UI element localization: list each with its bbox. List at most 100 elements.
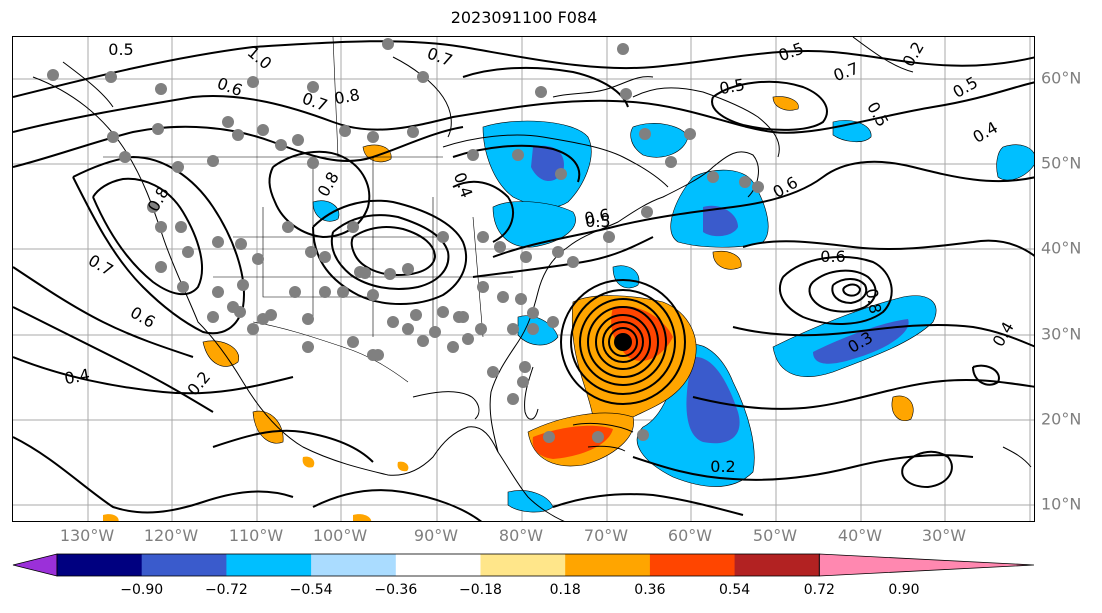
lat-label-10n: 10°N <box>1041 494 1082 514</box>
station-marker <box>302 341 314 353</box>
station-marker <box>407 126 419 138</box>
lon-label-30w: 30°W <box>921 526 967 545</box>
lon-label-70w: 70°W <box>583 526 629 545</box>
station-marker <box>232 129 244 141</box>
station-marker <box>107 131 119 143</box>
lon-label-90w: 90°W <box>413 526 459 545</box>
station-marker <box>507 323 519 335</box>
lon-label-40w: 40°W <box>837 526 883 545</box>
positive-region <box>712 250 742 270</box>
station-marker <box>707 171 719 183</box>
contour-label: 0.5 <box>863 98 892 130</box>
station-marker <box>275 139 287 151</box>
station-marker <box>182 246 194 258</box>
station-marker <box>257 124 269 136</box>
station-marker <box>372 349 384 361</box>
lon-label-60w: 60°W <box>667 526 713 545</box>
station-marker <box>155 221 167 233</box>
colorbar-tick-label: 0.90 <box>888 582 920 598</box>
negative-region <box>996 144 1034 181</box>
positive-region <box>202 340 240 367</box>
contour-label: 0.8 <box>862 287 885 315</box>
contour-label: 0.6 <box>127 303 159 332</box>
contour-label: 0.2 <box>899 38 928 70</box>
colorbar-segment <box>649 554 736 576</box>
station-marker <box>477 281 489 293</box>
station-marker <box>384 268 396 280</box>
negative-region <box>703 205 738 237</box>
station-marker <box>347 336 359 348</box>
lat-label-40n: 40°N <box>1041 238 1082 258</box>
station-marker <box>462 333 474 345</box>
station-marker <box>367 131 379 143</box>
contour-label: 0.4 <box>969 118 1001 147</box>
positive-region <box>772 96 799 111</box>
contour-label: 0.8 <box>314 168 343 200</box>
contour-label: 0.5 <box>718 75 746 98</box>
negative-region <box>492 201 576 248</box>
positive-region <box>302 456 315 468</box>
station-marker <box>603 231 615 243</box>
contour-label: 0.5 <box>585 212 610 231</box>
station-marker <box>227 301 239 313</box>
lon-label-120w: 120°W <box>143 526 199 545</box>
station-marker <box>684 128 696 140</box>
contour-label: 0.4 <box>989 318 1018 350</box>
station-marker <box>347 221 359 233</box>
negative-region <box>630 123 689 158</box>
station-marker <box>507 393 519 405</box>
contour-label: 0.6 <box>820 247 845 266</box>
station-marker <box>305 246 317 258</box>
station-marker <box>512 149 524 161</box>
colorbar-extend-max <box>818 553 1035 577</box>
colorbar-segment <box>480 554 566 576</box>
negative-region <box>507 490 554 513</box>
station-marker <box>387 316 399 328</box>
contour-label: 0.2 <box>183 368 214 400</box>
station-marker <box>155 83 167 95</box>
colorbar-extend-min <box>12 553 58 577</box>
negative-region <box>813 319 909 364</box>
station-marker <box>307 81 319 93</box>
station-marker <box>429 326 441 338</box>
station-marker <box>552 246 564 258</box>
station-marker <box>519 361 531 373</box>
station-marker <box>307 157 319 169</box>
colorbar-tick-label: 0.54 <box>719 582 751 598</box>
colorbar-segment <box>57 554 143 576</box>
lat-label-60n: 60°N <box>1041 68 1082 88</box>
contour-label: 0.8 <box>333 85 361 108</box>
colorbar-segment <box>226 554 312 576</box>
station-marker <box>319 286 331 298</box>
colorbar-tick-label: −0.90 <box>120 582 164 598</box>
station-marker <box>592 431 604 443</box>
station-marker <box>639 128 651 140</box>
storm-contours <box>560 279 686 405</box>
station-marker <box>235 238 247 250</box>
lon-label-130w: 130°W <box>59 526 115 545</box>
station-marker <box>543 431 555 443</box>
colorbar <box>12 553 1035 577</box>
station-marker <box>497 291 509 303</box>
negative-region <box>686 356 740 444</box>
contour-label: 0.7 <box>831 59 861 86</box>
station-marker <box>105 71 117 83</box>
station-marker <box>437 231 449 243</box>
station-marker <box>567 256 579 268</box>
lon-label-80w: 80°W <box>498 526 544 545</box>
station-marker <box>620 88 632 100</box>
station-marker <box>339 125 351 137</box>
station-marker <box>535 86 547 98</box>
lat-label-20n: 20°N <box>1041 409 1082 429</box>
colorbar-tick-label: 0.72 <box>803 582 835 598</box>
station-marker <box>637 429 649 441</box>
storm-center <box>614 333 632 351</box>
station-marker <box>752 181 764 193</box>
station-marker <box>515 293 527 305</box>
colorbar-frame <box>56 553 820 577</box>
station-marker <box>447 341 459 353</box>
positive-region <box>103 514 119 521</box>
map-panel[interactable]: 0.5 1.0 0.7 0.6 0.7 0.8 0.5 0.7 0.5 0.5 0.5 0.4 0.6 0… <box>12 36 1035 522</box>
colorbar-tick-label: 0.18 <box>549 582 581 598</box>
positive-region <box>252 410 284 444</box>
